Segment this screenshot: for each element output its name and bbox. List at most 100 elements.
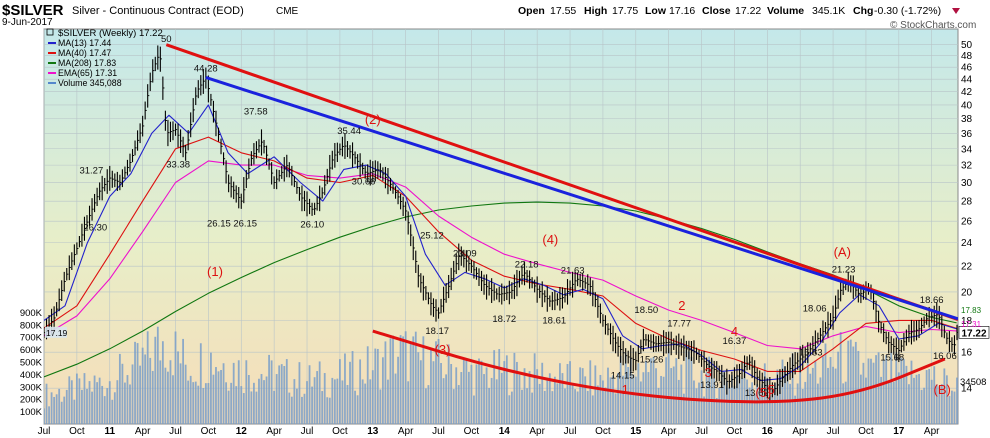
- volume-bar: [255, 391, 258, 424]
- volume-value: 345.1K: [812, 5, 845, 17]
- volume-bar: [510, 391, 513, 424]
- legend-item: EMA(65) 17.31: [58, 68, 117, 78]
- volume-bar: [902, 359, 905, 424]
- volume-bar: [672, 366, 675, 424]
- volume-bar: [801, 389, 804, 424]
- price-tick-label: 38: [961, 114, 973, 125]
- volume-bar: [270, 360, 273, 424]
- volume-bar: [890, 352, 893, 424]
- ohlc-readout: Open 17.55 High 17.75 Low 17.16 Close 17…: [518, 5, 960, 17]
- legend-item: $SILVER (Weekly) 17.22: [58, 28, 163, 39]
- down-arrow-icon: [952, 8, 960, 14]
- volume-bar: [212, 374, 215, 424]
- volume-bar: [599, 374, 602, 424]
- volume-bar: [331, 377, 334, 424]
- volume-bar: [804, 381, 807, 424]
- volume-bar: [895, 352, 898, 424]
- price-label: 22.18: [515, 259, 539, 270]
- right-small-tag: 17.83: [961, 306, 982, 315]
- volume-bar: [45, 383, 48, 424]
- time-tick-label: Apr: [792, 426, 808, 437]
- volume-bar: [189, 375, 192, 424]
- volume-bar: [290, 396, 293, 424]
- volume-bar: [419, 360, 422, 424]
- volume-bar: [915, 374, 918, 424]
- volume-bar: [677, 379, 680, 424]
- series-line-ema65: [44, 160, 957, 350]
- volume-bar: [323, 373, 326, 424]
- volume-bar: [541, 362, 544, 424]
- volume-bar: [247, 375, 250, 424]
- volume-bar: [58, 388, 61, 424]
- wave-label: (3): [435, 342, 451, 357]
- volume-bar: [402, 336, 405, 424]
- volume-bar: [566, 364, 569, 424]
- volume-bar: [564, 388, 566, 424]
- volume-bar: [483, 374, 485, 424]
- volume-bar: [44, 408, 45, 424]
- volume-bar: [951, 390, 953, 424]
- volume-bar: [837, 351, 840, 424]
- volume-bar: [447, 344, 450, 424]
- volume-bar: [579, 367, 582, 424]
- volume-bar: [523, 368, 526, 424]
- volume-bar: [647, 372, 650, 424]
- volume-bar: [627, 367, 630, 424]
- volume-bar: [445, 374, 448, 424]
- volume-bar: [665, 357, 668, 424]
- volume-bar: [688, 351, 690, 424]
- volume-bar: [311, 386, 313, 424]
- volume-bar: [306, 381, 308, 424]
- volume-bar: [642, 372, 645, 424]
- time-tick-label: Oct: [727, 426, 743, 437]
- price-tick-label: 36: [961, 129, 973, 140]
- time-tick-label: 13: [367, 426, 379, 437]
- volume-bar: [93, 375, 96, 424]
- price-label: 18.61: [542, 315, 566, 326]
- legend-item: Volume 345,088: [58, 78, 122, 88]
- volume-bar: [55, 394, 58, 424]
- price-label: 17.77: [667, 318, 691, 329]
- volume-bar: [892, 381, 895, 424]
- low-value: 17.16: [669, 5, 695, 17]
- volume-bar: [862, 362, 865, 424]
- volume-bar: [164, 367, 167, 424]
- volume-bar: [394, 373, 397, 424]
- volume-bar: [283, 366, 286, 424]
- price-tick-label: 18: [961, 316, 973, 327]
- left-price-tag: 17.19: [46, 328, 68, 338]
- volume-bar: [326, 397, 329, 424]
- volume-tick-label: 200K: [20, 395, 43, 406]
- volume-bar: [301, 396, 303, 424]
- volume-bar: [108, 381, 111, 424]
- volume-bar: [96, 382, 99, 424]
- volume-bar: [708, 356, 711, 424]
- volume-bar: [538, 383, 541, 424]
- volume-bar: [728, 387, 731, 424]
- volume-bar: [857, 350, 860, 424]
- time-tick-label: Oct: [595, 426, 611, 437]
- volume-bar: [945, 375, 948, 424]
- volume-bar: [65, 389, 68, 424]
- low-label: Low: [645, 5, 667, 17]
- volume-bar: [685, 349, 688, 424]
- wave-label: 2: [678, 298, 685, 313]
- price-label: 23.09: [453, 249, 477, 260]
- series-lines: [44, 45, 958, 402]
- volume-bar: [184, 364, 187, 424]
- volume-bar: [698, 382, 700, 424]
- last-price-tag: 17.22: [961, 328, 986, 339]
- wave-label: (4): [542, 232, 558, 247]
- volume-bar: [381, 357, 384, 424]
- volume-bar: [556, 383, 559, 424]
- volume-bar: [531, 392, 534, 424]
- close-value: 17.22: [735, 5, 761, 17]
- volume-bar: [156, 326, 159, 424]
- volume-bar: [313, 377, 316, 424]
- volume-bar: [753, 393, 756, 424]
- price-label: 13.62: [745, 388, 769, 399]
- price-tick-label: 30: [961, 178, 973, 189]
- volume-bar: [404, 331, 407, 424]
- volume-bar: [139, 365, 142, 424]
